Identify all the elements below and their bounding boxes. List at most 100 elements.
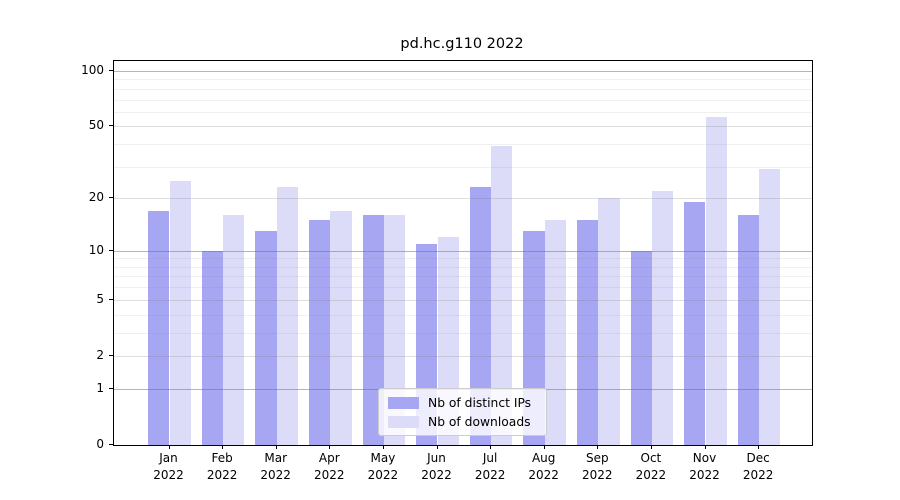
x-tick-label: Aug 2022 (512, 450, 576, 483)
x-tick-year: 2022 (206, 467, 238, 482)
y-tick-label: 50 (88, 118, 104, 133)
bar-downloads (276, 187, 299, 445)
bar-distinct-ips (630, 250, 652, 445)
x-tick-year: 2022 (742, 467, 774, 482)
gridline (114, 99, 812, 101)
x-tick-mark (436, 445, 438, 449)
gridline (114, 70, 812, 72)
x-tick-mark (490, 445, 492, 449)
bar-downloads (169, 180, 191, 445)
x-tick-mark (222, 445, 224, 449)
gridline (114, 258, 812, 260)
gridline (114, 198, 812, 200)
x-tick-month: Nov (692, 451, 717, 465)
gridline (114, 250, 812, 252)
x-tick-month: Mar (264, 451, 287, 465)
legend-item-downloads: Nb of downloads (388, 415, 537, 429)
gridline (114, 266, 812, 268)
x-tick-year: 2022 (153, 467, 184, 482)
y-tick-mark (109, 249, 113, 251)
x-tick-month: Aug (531, 451, 556, 465)
x-tick-year: 2022 (582, 467, 613, 482)
bar-distinct-ips (737, 215, 760, 445)
gridline (114, 79, 812, 81)
x-tick-mark (597, 445, 599, 449)
x-tick-month: May (370, 451, 396, 465)
x-tick-mark (382, 445, 384, 449)
gridline (114, 355, 812, 357)
x-tick-month: Jun (427, 451, 446, 465)
x-tick-year: 2022 (260, 467, 291, 482)
legend-swatch-downloads-icon (388, 415, 419, 428)
x-tick-mark (329, 445, 331, 449)
x-tick-month: Feb (211, 451, 233, 465)
x-tick-label: Jan 2022 (137, 450, 201, 483)
x-tick-year: 2022 (474, 467, 506, 482)
gridline (114, 332, 812, 334)
y-tick-mark (109, 125, 113, 127)
bar-downloads (330, 210, 352, 445)
y-tick-mark (109, 298, 113, 300)
legend-swatch-ips-icon (388, 396, 419, 409)
bar-distinct-ips (469, 187, 492, 445)
gridline (114, 166, 812, 168)
x-tick-label: Feb 2022 (190, 450, 254, 483)
bar-distinct-ips (255, 231, 277, 445)
x-tick-year: 2022 (635, 467, 667, 482)
y-tick-label: 0 (96, 437, 104, 451)
x-tick-month: Dec (746, 451, 770, 465)
x-tick-year: 2022 (367, 467, 399, 482)
bar-distinct-ips (201, 250, 224, 445)
x-tick-month: Jan (159, 451, 178, 465)
gridline (114, 88, 812, 90)
x-tick-label: Jun 2022 (405, 450, 469, 483)
x-tick-mark (275, 445, 277, 449)
gridline (114, 276, 812, 278)
x-tick-mark (704, 445, 706, 449)
x-tick-mark (168, 445, 170, 449)
x-tick-mark (758, 445, 760, 449)
y-tick-label: 100 (81, 62, 104, 77)
y-tick-mark (109, 197, 113, 199)
y-tick-label: 1 (96, 380, 104, 395)
chart-title: pd.hc.g110 2022 (400, 36, 524, 52)
legend-label-downloads: Nb of downloads (428, 414, 531, 429)
legend-item-distinct-ips: Nb of distinct IPs (388, 396, 537, 410)
bar-downloads (383, 215, 406, 445)
x-tick-label: Oct 2022 (619, 450, 683, 483)
x-tick-year: 2022 (528, 467, 559, 482)
gridline (114, 299, 812, 301)
plot-area (113, 60, 813, 446)
x-tick-year: 2022 (314, 467, 345, 482)
y-tick-mark (109, 354, 113, 356)
bar-downloads (759, 169, 781, 445)
y-tick-label: 20 (88, 190, 104, 205)
legend-label-distinct-ips: Nb of distinct IPs (428, 395, 532, 410)
gridline (114, 126, 812, 128)
x-tick-year: 2022 (689, 467, 720, 482)
y-tick-label: 10 (88, 242, 104, 257)
x-tick-label: Dec 2022 (726, 450, 790, 483)
gridline (114, 144, 812, 146)
gridline (114, 111, 812, 113)
x-tick-mark (650, 445, 652, 449)
x-tick-label: Sep 2022 (565, 450, 629, 483)
bar-downloads (598, 198, 620, 445)
y-tick-mark (109, 387, 113, 389)
gridline (114, 287, 812, 289)
bar-distinct-ips (684, 202, 706, 445)
x-tick-month: Apr (318, 451, 340, 465)
y-tick-mark (109, 69, 113, 71)
bar-distinct-ips (148, 210, 170, 445)
x-tick-year: 2022 (421, 467, 452, 482)
y-tick-label: 2 (96, 347, 104, 362)
bar-downloads (651, 190, 674, 445)
gridline (114, 314, 812, 316)
y-tick-mark (109, 444, 113, 445)
x-tick-label: Apr 2022 (297, 450, 361, 483)
x-tick-month: Sep (585, 451, 609, 465)
x-tick-label: May 2022 (351, 450, 415, 483)
x-tick-label: Nov 2022 (673, 450, 737, 483)
bar-downloads (491, 146, 513, 445)
x-tick-label: Jul 2022 (458, 450, 522, 483)
